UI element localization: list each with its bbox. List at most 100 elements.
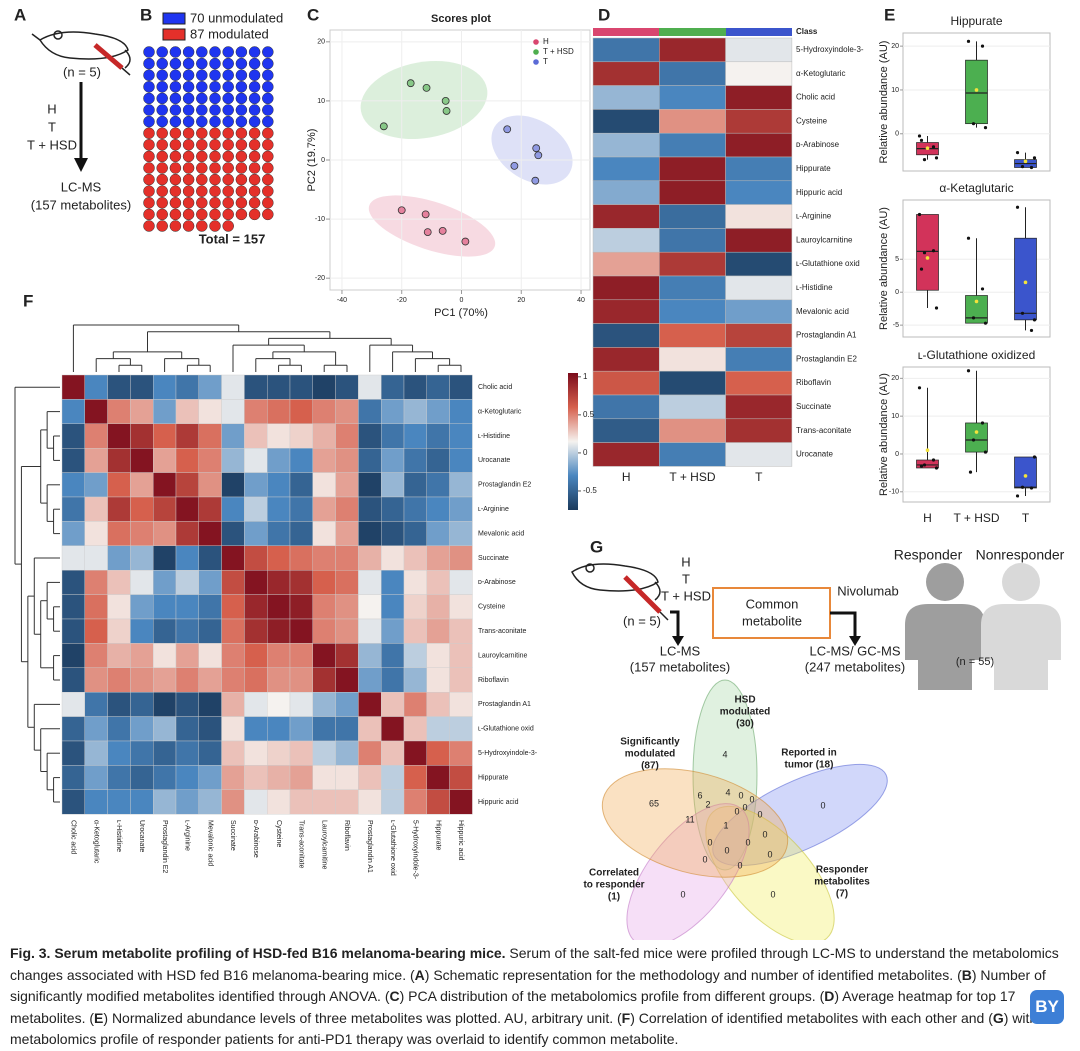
- waffle-dot: [248, 127, 261, 139]
- waffle-dot: [182, 139, 195, 151]
- heat-cell: [244, 594, 268, 620]
- waffle-dot: [182, 46, 195, 58]
- heat-cell: [152, 618, 177, 644]
- heat-cell: [244, 789, 268, 815]
- waffle-dot: [235, 104, 248, 116]
- row-label: ᴅ-Arabinose: [796, 140, 840, 149]
- waffle-dot: [209, 127, 221, 139]
- waffle-dot: [156, 57, 168, 70]
- waffle-dot: [143, 208, 155, 221]
- waffle-dot: [182, 185, 195, 197]
- column-label: Prostaglandin E2: [161, 820, 168, 873]
- waffle-dot: [182, 69, 195, 81]
- heat-cell: [312, 521, 336, 547]
- waffle-dot: [143, 127, 155, 139]
- heat-cell: [152, 496, 177, 522]
- waffle-dot: [209, 69, 221, 81]
- heat-cell: [61, 667, 85, 693]
- column-label: Succinate: [229, 820, 236, 851]
- heat-cell: [725, 323, 793, 348]
- venn-set-label: (87): [641, 761, 659, 772]
- box-label: metabolite: [742, 613, 802, 628]
- heat-cell: [221, 716, 245, 742]
- column-label: α-Ketoglutaric: [92, 820, 99, 864]
- waffle-dot: [248, 57, 261, 70]
- point: [931, 458, 936, 462]
- heat-cell: [592, 132, 660, 158]
- waffle-dot: [209, 139, 221, 151]
- waffle-dot: [156, 139, 168, 151]
- waffle-dot: [209, 208, 221, 221]
- waffle-dot: [143, 162, 155, 174]
- row-label: Prostaglandin A1: [478, 701, 531, 708]
- heat-cell: [244, 716, 268, 742]
- caption-text: C: [389, 988, 400, 1004]
- heat-cell: [152, 789, 177, 815]
- waffle-dot: [262, 115, 274, 128]
- venn-set-label: Correlated: [589, 868, 639, 879]
- heat-cell: [152, 570, 177, 595]
- group-label: H: [681, 554, 690, 569]
- waffle-dot: [156, 104, 168, 116]
- heat-cell: [107, 472, 131, 498]
- heat-cell: [267, 448, 291, 473]
- chart-title: α-Ketaglutaric: [939, 181, 1013, 195]
- heat-cell: [381, 399, 405, 424]
- point: [966, 39, 971, 43]
- heat-cell: [152, 545, 177, 571]
- heat-cell: [426, 594, 450, 620]
- venn-count: 0: [738, 790, 743, 800]
- heat-cell: [221, 789, 245, 815]
- venn-count: 0: [820, 800, 825, 810]
- heat-cell: [449, 374, 473, 400]
- heat-cell: [289, 570, 313, 595]
- heat-cell: [130, 765, 154, 791]
- waffle-dot: [169, 208, 182, 221]
- heat-cell: [449, 789, 473, 815]
- heat-cell: [221, 374, 245, 400]
- arrow: [670, 610, 680, 638]
- heat-cell: [244, 667, 268, 693]
- point: [919, 464, 924, 468]
- heat-cell: [381, 448, 405, 473]
- heat-cell: [289, 618, 313, 644]
- venn-count: 0: [762, 829, 767, 839]
- waffle-dot: [248, 92, 261, 105]
- heat-cell: [358, 545, 382, 571]
- heat-cell: [244, 423, 268, 449]
- point: [534, 151, 543, 160]
- heat-cell: [449, 740, 473, 766]
- point: [438, 227, 447, 235]
- waffle-dot: [143, 139, 155, 151]
- waffle-dot: [262, 127, 274, 139]
- heat-cell: [107, 448, 131, 473]
- heat-cell: [198, 521, 222, 547]
- group-label: T: [682, 571, 690, 586]
- heat-cell: [381, 740, 405, 766]
- waffle-dot: [169, 139, 182, 151]
- method-label: LC-MS: [660, 643, 701, 658]
- venn-set-label: to responder: [583, 880, 644, 891]
- heat-cell: [267, 765, 291, 791]
- venn-set-label: Significantly: [620, 737, 680, 748]
- count-label: (157 metabolites): [31, 197, 131, 212]
- heat-cell: [592, 347, 660, 372]
- venn-count: 0: [742, 802, 747, 812]
- heat-cell: [381, 496, 405, 522]
- point: [934, 306, 939, 310]
- venn-count: 4: [725, 787, 730, 797]
- heat-cell: [175, 423, 199, 449]
- heat-cell: [403, 765, 427, 791]
- heat-cell: [312, 594, 336, 620]
- heat-cell: [381, 374, 405, 400]
- waffle-dot: [248, 104, 261, 116]
- waffle-dot: [248, 81, 261, 93]
- box: [1014, 237, 1037, 321]
- heat-cell: [381, 667, 405, 693]
- heat-cell: [84, 448, 108, 473]
- heat-cell: [84, 496, 108, 522]
- heat-cell: [335, 570, 359, 595]
- heat-cell: [403, 594, 427, 620]
- heat-cell: [84, 789, 108, 815]
